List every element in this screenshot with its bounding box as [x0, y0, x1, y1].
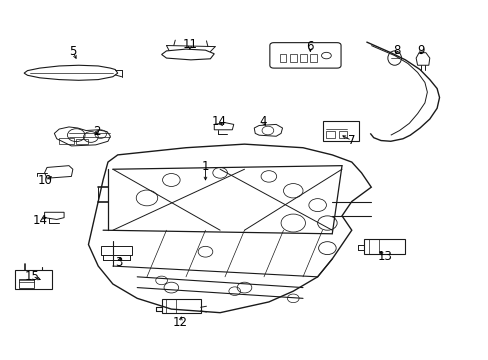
Text: 8: 8	[392, 44, 400, 57]
Bar	[59, 138, 74, 144]
Bar	[101, 246, 132, 255]
Text: 15: 15	[25, 270, 40, 283]
Text: 14: 14	[32, 214, 47, 227]
Bar	[363, 239, 405, 253]
Text: 9: 9	[416, 44, 424, 57]
Text: 14: 14	[211, 116, 226, 129]
Text: 6: 6	[306, 40, 313, 53]
Bar	[15, 270, 52, 289]
Text: 7: 7	[347, 134, 355, 147]
Bar	[19, 279, 34, 288]
Bar	[76, 139, 88, 144]
Bar	[300, 54, 306, 62]
Text: 3: 3	[115, 256, 122, 269]
Text: 4: 4	[259, 116, 266, 129]
Text: 10: 10	[38, 174, 53, 187]
Text: 11: 11	[182, 38, 197, 51]
Bar	[338, 131, 346, 138]
Text: 12: 12	[172, 316, 187, 329]
Bar	[310, 54, 317, 62]
Bar	[326, 131, 334, 138]
Text: 1: 1	[202, 160, 209, 173]
Bar	[289, 54, 296, 62]
Text: 5: 5	[69, 45, 77, 58]
Bar	[161, 299, 200, 314]
Bar	[279, 54, 286, 62]
Bar	[322, 121, 358, 140]
Text: 2: 2	[93, 125, 101, 138]
Text: 13: 13	[377, 249, 391, 262]
